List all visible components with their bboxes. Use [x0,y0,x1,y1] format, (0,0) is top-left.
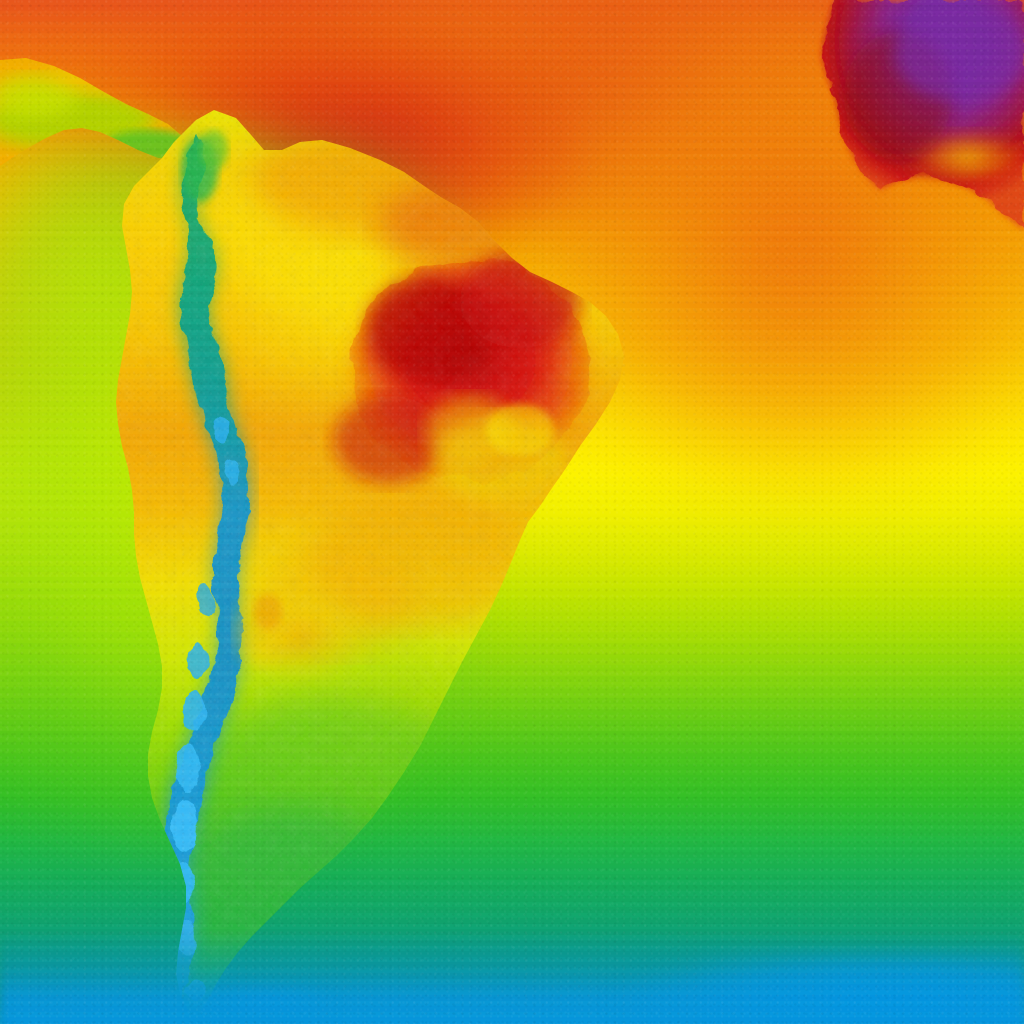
southern-ocean-cold-edge [560,955,1024,1024]
sahel-maximum-core [894,2,1024,102]
guinea-coast-warm-strip [906,132,1024,184]
southern-ocean-cold-patch [190,985,340,1024]
yucatan-warm [0,74,78,118]
